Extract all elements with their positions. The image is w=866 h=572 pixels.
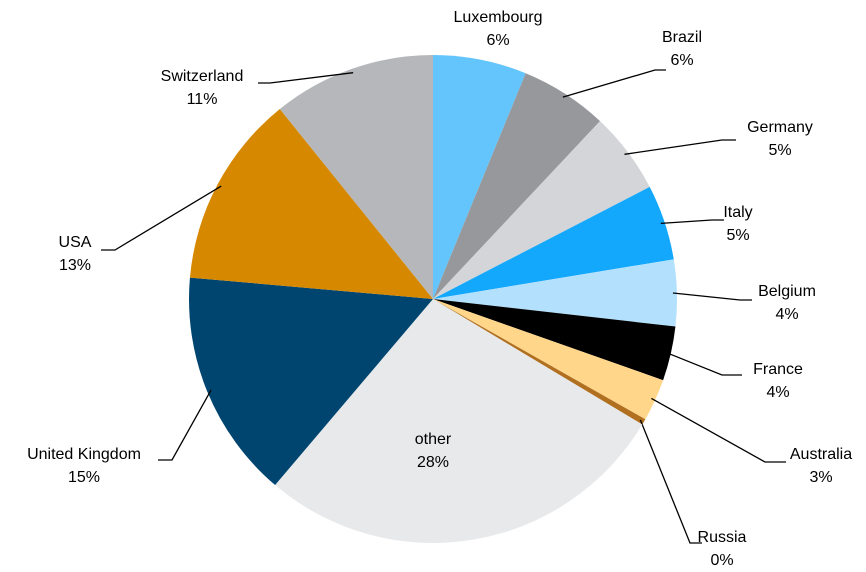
slice-label: France (753, 361, 803, 378)
leader-line (660, 219, 724, 225)
slice-label: Brazil (662, 29, 702, 46)
leader-line (651, 397, 786, 463)
pie-slice (433, 55, 526, 299)
leader-line (101, 185, 222, 251)
slice-label: Russia (698, 529, 747, 546)
pie-slice (433, 299, 646, 425)
slice-label: USA (59, 234, 92, 251)
leader-line (158, 389, 212, 461)
pie-slice (189, 277, 433, 486)
leader-line (666, 352, 742, 376)
pie-slice (275, 299, 643, 543)
slice-label: Switzerland (161, 68, 244, 85)
leader-line (672, 292, 752, 301)
slice-value-label: 3% (809, 469, 832, 486)
leader-line (258, 72, 354, 84)
slice-label: Luxembourg (454, 9, 543, 26)
pie-slice (433, 259, 677, 327)
pie-slice (279, 55, 433, 299)
slice-label: Belgium (758, 283, 816, 300)
leader-line (639, 419, 702, 544)
slice-label: Australia (790, 446, 852, 463)
slice-value-label: 0% (710, 552, 733, 569)
pie-slice (433, 121, 650, 299)
slice-value-label: 28% (417, 454, 449, 471)
pie-slice (189, 109, 433, 299)
pie-slice (433, 186, 674, 299)
slice-value-label: 6% (486, 32, 509, 49)
slice-value-label: 11% (187, 91, 218, 108)
slice-label: Italy (723, 204, 752, 221)
slice-value-label: 13% (59, 257, 91, 274)
pie-slice (433, 73, 601, 299)
slice-label: United Kingdom (27, 446, 141, 463)
leader-line (624, 139, 736, 155)
slice-value-label: 6% (670, 52, 693, 69)
slice-value-label: 4% (766, 384, 789, 401)
slice-value-label: 5% (726, 227, 749, 244)
pie-slice (433, 299, 676, 381)
leader-line (562, 69, 666, 98)
slice-label: Germany (747, 119, 813, 136)
pie-slice (433, 299, 664, 420)
slice-label: other (415, 431, 452, 448)
slice-value-label: 5% (768, 142, 791, 159)
slice-value-label: 15% (68, 469, 100, 486)
slice-value-label: 4% (775, 306, 798, 323)
